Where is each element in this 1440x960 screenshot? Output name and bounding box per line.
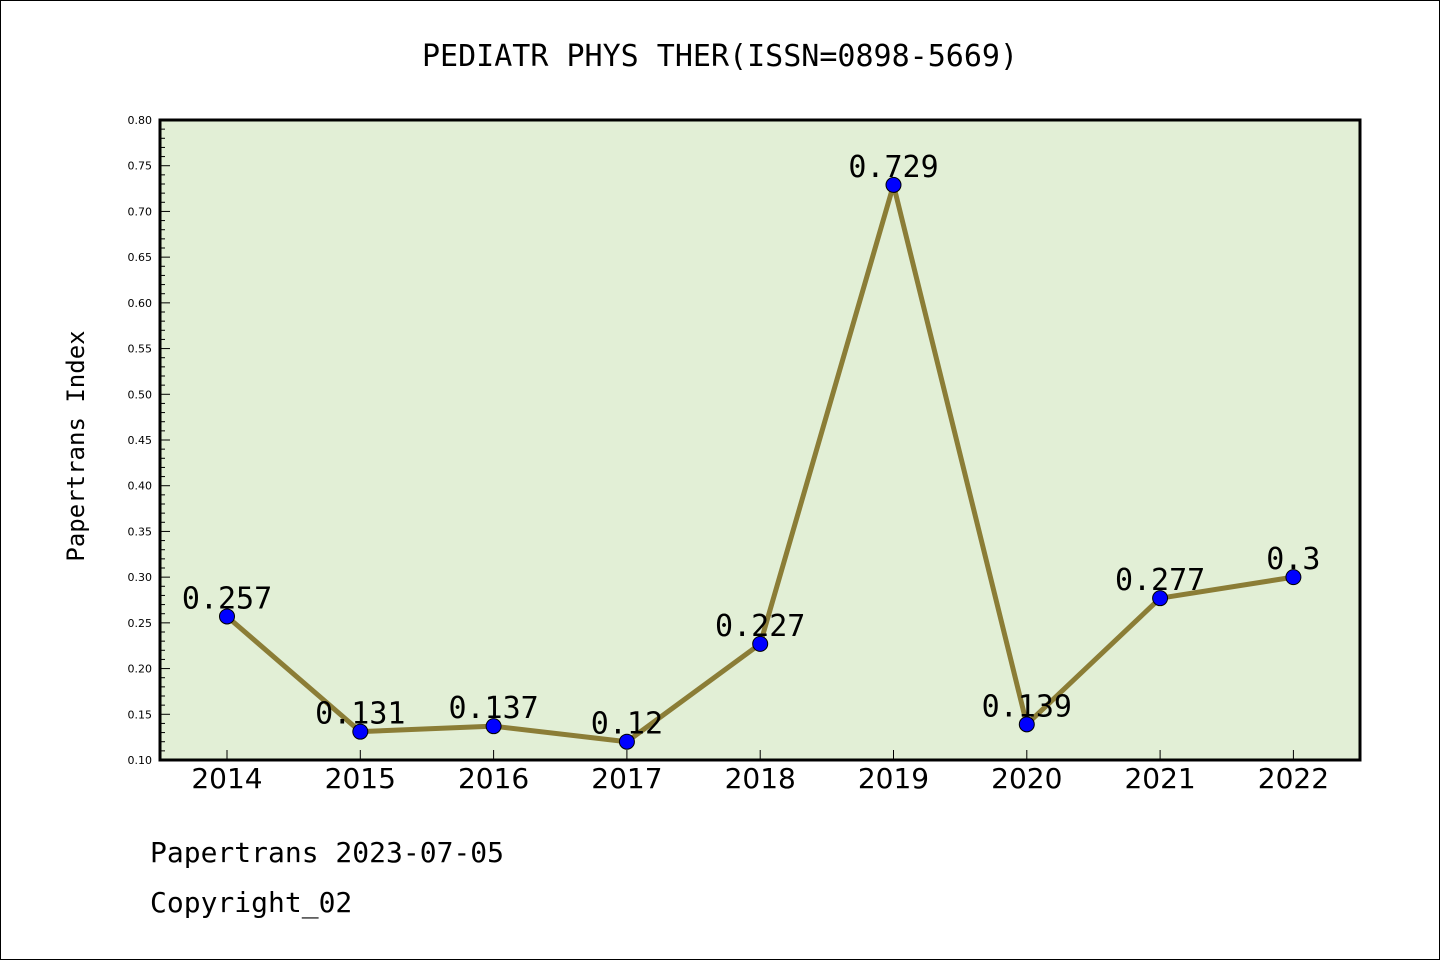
data-point <box>219 608 235 625</box>
x-tick-label: 2021 <box>1124 762 1195 795</box>
data-label: 0.131 <box>315 697 405 732</box>
footer-date: Papertrans 2023-07-05 <box>150 836 505 869</box>
x-tick-label: 2022 <box>1258 762 1329 795</box>
y-tick-label: 0.10 <box>128 754 153 767</box>
y-tick-label: 0.75 <box>128 160 153 173</box>
x-axis: 2014 2015 2016 2017 2018 2019 2020 2021 2022 <box>191 750 1329 795</box>
y-tick-label: 0.35 <box>128 525 153 538</box>
data-markers <box>219 176 1302 750</box>
data-point <box>618 733 635 750</box>
x-tick-label: 2015 <box>325 762 396 795</box>
data-label: 0.729 <box>848 150 938 185</box>
data-point <box>1285 569 1302 586</box>
y-tick-label: 0.55 <box>128 343 153 356</box>
plot-area <box>158 118 1362 762</box>
y-tick-label: 0.80 <box>128 114 153 127</box>
data-labels: 0.257 0.131 0.137 0.12 0.227 0.729 0.139 0.277 0… <box>182 150 1321 742</box>
x-tick-label: 2018 <box>725 762 796 795</box>
data-label: 0.257 <box>182 581 272 616</box>
y-tick-label: 0.60 <box>128 297 153 310</box>
y-tick-label: 0.50 <box>128 388 153 401</box>
y-tick-label: 0.70 <box>128 205 153 218</box>
y-tick-label: 0.15 <box>128 708 153 721</box>
data-label: 0.277 <box>1115 563 1205 598</box>
data-point <box>352 723 369 740</box>
data-point <box>1018 716 1035 733</box>
data-label: 0.139 <box>982 689 1072 724</box>
x-tick-label: 2019 <box>858 762 929 795</box>
x-tick-label: 2014 <box>191 762 262 795</box>
y-tick-label: 0.25 <box>128 617 153 630</box>
data-point <box>1152 590 1169 607</box>
data-label: 0.12 <box>591 707 663 742</box>
y-tick-label: 0.45 <box>128 434 153 447</box>
data-label: 0.3 <box>1266 542 1320 577</box>
y-axis: 0.10 0.15 0.20 0.25 0.30 0.35 0.40 0.45 0.50 0.55… <box>128 114 170 767</box>
data-point <box>885 176 902 193</box>
x-tick-label: 2016 <box>458 762 529 795</box>
x-tick-label: 2020 <box>991 762 1062 795</box>
footer-copyright: Copyright_02 <box>150 886 353 919</box>
y-tick-label: 0.30 <box>128 571 153 584</box>
data-point <box>752 635 769 652</box>
y-tick-label: 0.65 <box>128 251 153 264</box>
data-label: 0.227 <box>715 609 805 644</box>
y-tick-label: 0.20 <box>128 663 153 676</box>
data-point <box>485 718 502 735</box>
data-label: 0.137 <box>448 691 538 726</box>
chart-title: PEDIATR PHYS THER(ISSN=0898-5669) <box>422 39 1018 74</box>
x-tick-label: 2017 <box>591 762 662 795</box>
y-tick-label: 0.40 <box>128 480 153 493</box>
y-axis-label: Papertrans Index <box>62 330 90 561</box>
